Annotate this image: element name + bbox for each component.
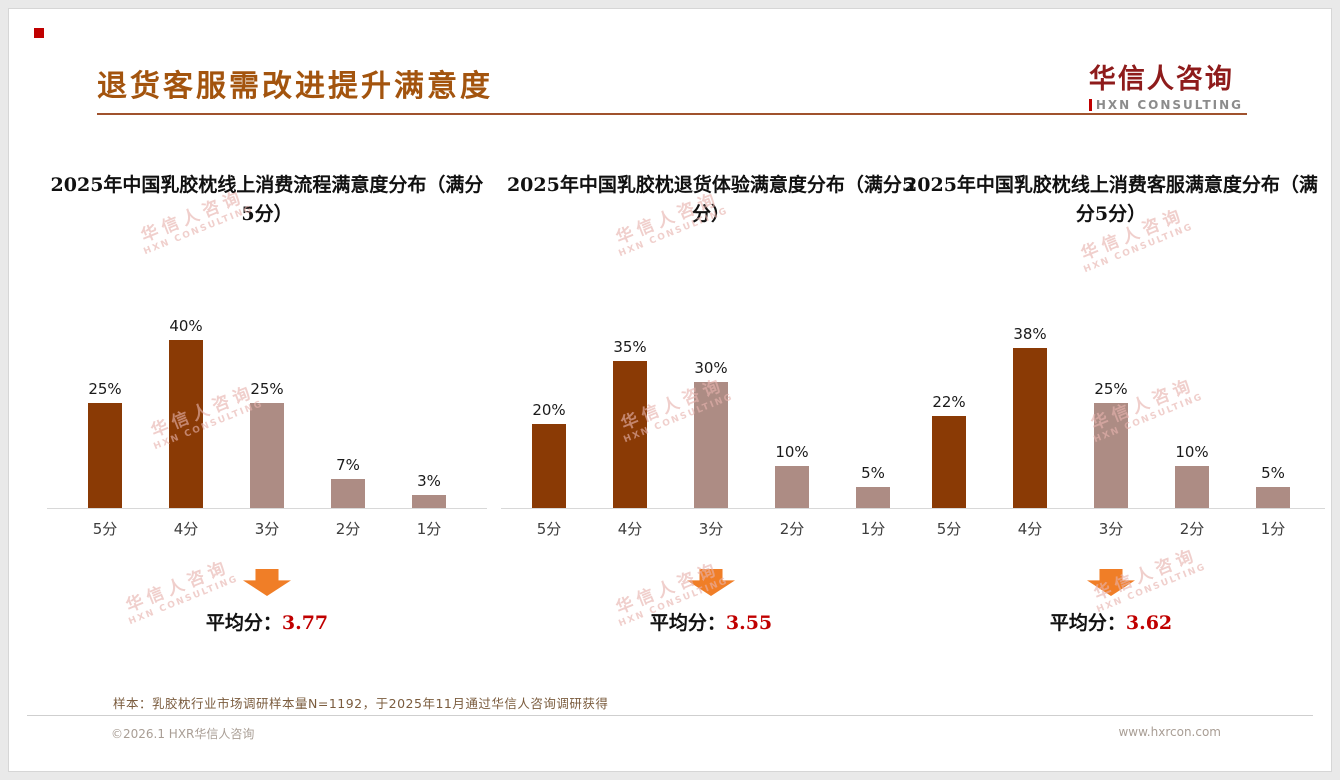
bars: 25% 40% 25% 7% 3% — [47, 277, 487, 509]
title-underline — [97, 113, 1247, 115]
bar — [412, 495, 446, 508]
average-score: 平均分：3.55 — [650, 608, 772, 635]
category-label: 5分 — [936, 520, 962, 538]
category-label: 4分 — [617, 520, 643, 538]
average-value: 3.77 — [281, 612, 329, 634]
down-arrow-icon — [243, 569, 291, 596]
category-label: 3分 — [254, 520, 280, 538]
bar-group: 3% — [411, 472, 447, 508]
bar-group: 10% — [1174, 443, 1210, 508]
bar — [88, 403, 122, 508]
bar-value-label: 25% — [250, 380, 284, 398]
logo-mark-icon — [1088, 99, 1092, 111]
chart-title: 2025年中国乳胶枕线上消费流程满意度分布（满分5分） — [50, 174, 484, 226]
logo-text: 华信人咨询 — [1088, 64, 1234, 95]
chart-title: 2025年中国乳胶枕线上消费客服满意度分布（满分5分） — [904, 174, 1318, 226]
chart-return-experience: 2025年中国乳胶枕退货体验满意度分布（满分5分） 20% 35% 30% 10% 5%… — [501, 171, 921, 635]
average-score: 平均分：3.62 — [1050, 608, 1172, 635]
bar-group: 5% — [1255, 464, 1291, 508]
bar-group: 25% — [1093, 380, 1129, 508]
category-label: 1分 — [416, 520, 442, 538]
bars: 20% 35% 30% 10% 5% — [501, 277, 921, 509]
average-value: 3.55 — [725, 612, 773, 634]
bar-value-label: 25% — [88, 380, 122, 398]
bar — [1256, 487, 1290, 508]
bar-group: 22% — [931, 393, 967, 508]
bar-value-label: 35% — [613, 338, 647, 356]
categories: 5分 4分 3分 2分 1分 — [897, 518, 1325, 539]
footer-copyright: ©2026.1 HXR华信人咨询 — [111, 727, 255, 741]
average-value: 3.62 — [1125, 612, 1173, 634]
bar-value-label: 5% — [861, 464, 885, 482]
bar-group: 35% — [612, 338, 648, 508]
page-title: 退货客服需改进提升满意度 — [97, 69, 493, 104]
bar-group: 25% — [87, 380, 123, 508]
bar-group: 30% — [693, 359, 729, 508]
bar-value-label: 10% — [775, 443, 809, 461]
bar-value-label: 38% — [1013, 325, 1047, 343]
categories: 5分 4分 3分 2分 1分 — [501, 518, 921, 539]
logo-subtitle: HXN CONSULTING — [1095, 98, 1243, 112]
chart-customer-service: 2025年中国乳胶枕线上消费客服满意度分布（满分5分） 22% 38% 25% 10%… — [897, 171, 1325, 635]
bar-group: 7% — [330, 456, 366, 508]
category-label: 5分 — [536, 520, 562, 538]
footer-divider — [27, 715, 1313, 716]
bar — [1013, 348, 1047, 508]
bar-value-label: 5% — [1261, 464, 1285, 482]
bar-group: 20% — [531, 401, 567, 508]
bar — [1094, 403, 1128, 508]
charts-row: 2025年中国乳胶枕线上消费流程满意度分布（满分5分） 25% 40% 25% 7% 3… — [9, 171, 1331, 651]
bars: 22% 38% 25% 10% 5% — [897, 277, 1325, 509]
corner-accent-square — [34, 28, 44, 38]
category-label: 1分 — [1260, 520, 1286, 538]
category-label: 4分 — [173, 520, 199, 538]
bar — [331, 479, 365, 508]
category-label: 3分 — [1098, 520, 1124, 538]
category-label: 3分 — [698, 520, 724, 538]
bar-value-label: 3% — [417, 472, 441, 490]
category-label: 1分 — [860, 520, 886, 538]
bar — [775, 466, 809, 508]
chart-online-process: 2025年中国乳胶枕线上消费流程满意度分布（满分5分） 25% 40% 25% 7% 3… — [47, 171, 487, 635]
bar — [250, 403, 284, 508]
bar-group: 10% — [774, 443, 810, 508]
bar-group: 25% — [249, 380, 285, 508]
down-arrow-icon — [687, 569, 735, 596]
category-label: 5分 — [92, 520, 118, 538]
company-logo: 华信人咨询 HXN CONSULTING — [1088, 57, 1243, 112]
categories: 5分 4分 3分 2分 1分 — [47, 518, 487, 539]
category-label: 4分 — [1017, 520, 1043, 538]
sample-footnote: 样本：乳胶枕行业市场调研样本量N=1192，于2025年11月通过华信人咨询调研… — [113, 696, 609, 711]
category-label: 2分 — [779, 520, 805, 538]
category-label: 2分 — [335, 520, 361, 538]
average-label: 平均分： — [205, 612, 282, 634]
down-arrow-icon — [1087, 569, 1135, 596]
bar — [532, 424, 566, 508]
bar-value-label: 10% — [1175, 443, 1209, 461]
bar-value-label: 20% — [532, 401, 566, 419]
bar — [694, 382, 728, 508]
bar — [932, 416, 966, 508]
bar — [613, 361, 647, 508]
bar-group: 5% — [855, 464, 891, 508]
average-score: 平均分：3.77 — [206, 608, 328, 635]
bar-value-label: 22% — [932, 393, 966, 411]
average-label: 平均分： — [1049, 612, 1126, 634]
bar-group: 38% — [1012, 325, 1048, 508]
bar-value-label: 30% — [694, 359, 728, 377]
bar-value-label: 25% — [1094, 380, 1128, 398]
footer-website: www.hxrcon.com — [1118, 725, 1221, 739]
chart-title: 2025年中国乳胶枕退货体验满意度分布（满分5分） — [506, 174, 916, 226]
bar-value-label: 7% — [336, 456, 360, 474]
average-label: 平均分： — [649, 612, 726, 634]
bar — [856, 487, 890, 508]
bar-group: 40% — [168, 317, 204, 508]
slide: 退货客服需改进提升满意度 华信人咨询 HXN CONSULTING 2025年中… — [8, 8, 1332, 772]
bar — [1175, 466, 1209, 508]
category-label: 2分 — [1179, 520, 1205, 538]
bar-value-label: 40% — [169, 317, 203, 335]
bar — [169, 340, 203, 508]
